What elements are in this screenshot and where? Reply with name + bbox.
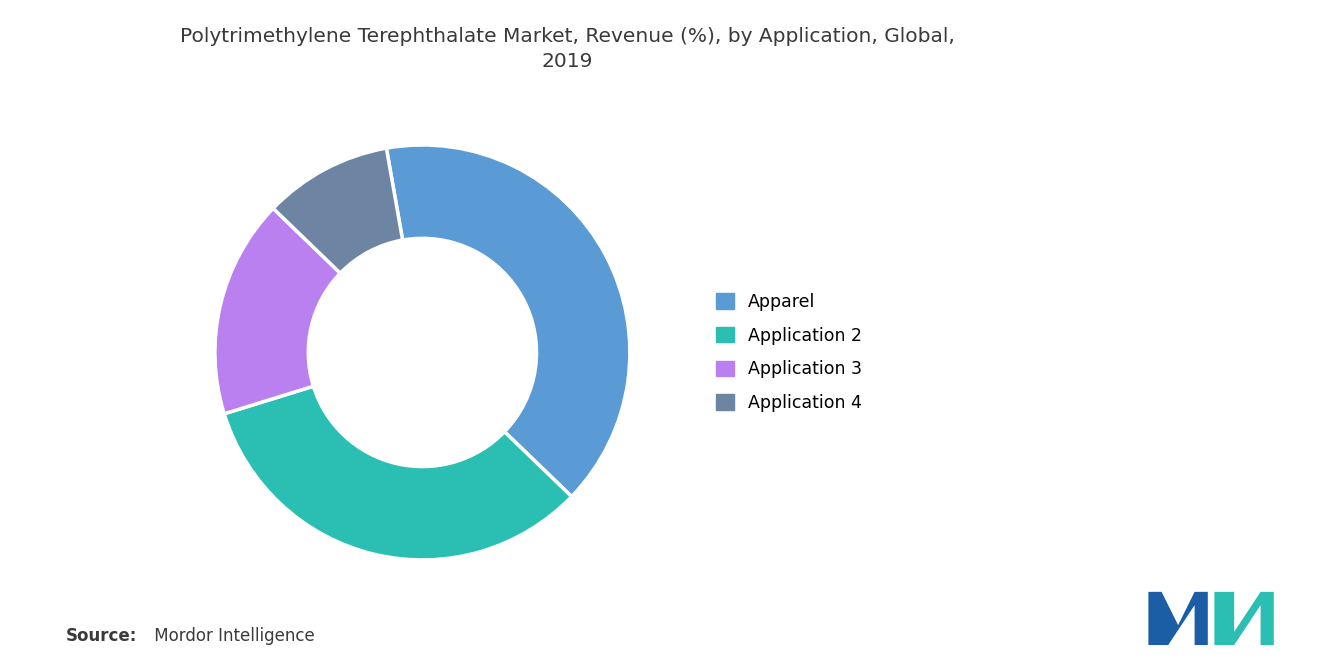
- Polygon shape: [1148, 592, 1208, 645]
- Text: Source:: Source:: [66, 627, 137, 645]
- Polygon shape: [1214, 592, 1274, 645]
- Wedge shape: [224, 386, 572, 560]
- Wedge shape: [273, 148, 403, 273]
- Wedge shape: [387, 145, 630, 497]
- Legend: Apparel, Application 2, Application 3, Application 4: Apparel, Application 2, Application 3, A…: [717, 293, 862, 412]
- Text: Mordor Intelligence: Mordor Intelligence: [149, 627, 315, 645]
- Wedge shape: [215, 208, 341, 414]
- Text: Polytrimethylene Terephthalate Market, Revenue (%), by Application, Global,
2019: Polytrimethylene Terephthalate Market, R…: [180, 27, 956, 70]
